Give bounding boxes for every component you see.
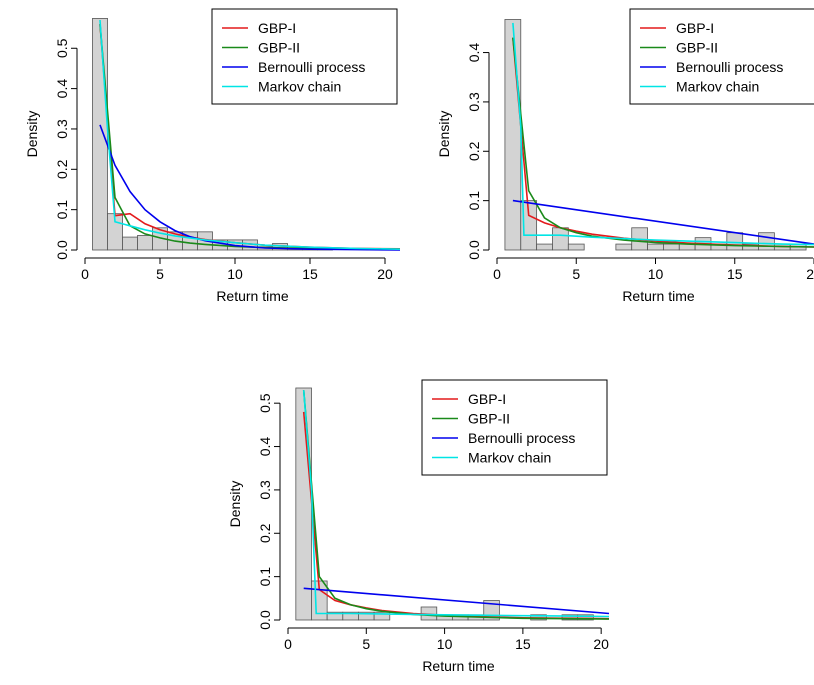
y-tick-label: 0.4	[54, 79, 70, 99]
x-tick-label: 10	[437, 636, 453, 652]
series-line-bernoulli-process	[512, 199, 814, 245]
x-tick-label: 20	[806, 266, 814, 282]
histogram-bar	[504, 19, 522, 251]
histogram-bar	[137, 235, 153, 251]
y-axis-label: Density	[24, 111, 40, 158]
histogram-bar	[726, 232, 744, 251]
x-axis-label: Return time	[216, 288, 289, 304]
y-tick-label: 0.3	[54, 119, 70, 139]
y-tick-label: 0.1	[466, 191, 482, 211]
x-tick-label: 5	[156, 266, 164, 282]
y-axis-label: Density	[436, 111, 452, 158]
y-tick-label: 0.5	[257, 393, 273, 413]
legend-entry: GBP-I	[676, 20, 714, 36]
histogram-bar	[295, 387, 312, 621]
histogram-bar	[577, 614, 594, 621]
legend-entry: Markov chain	[676, 79, 759, 95]
legend-entry: GBP-I	[468, 391, 506, 407]
x-tick-label: 10	[227, 266, 243, 282]
series-line-markov-chain	[99, 19, 401, 250]
legend-entry: Bernoulli process	[468, 430, 575, 446]
legend-entry: GBP-I	[258, 20, 296, 36]
x-tick-label: 5	[572, 266, 580, 282]
x-tick-label: 15	[302, 266, 318, 282]
x-tick-label: 0	[284, 636, 292, 652]
histogram-bar	[758, 232, 775, 251]
x-tick-label: 20	[377, 266, 393, 282]
series-line-markov-chain	[302, 390, 610, 618]
legend-entry: GBP-II	[258, 40, 300, 56]
histogram-bar	[536, 243, 553, 251]
legend-entry: Markov chain	[468, 450, 551, 466]
histogram-bar	[122, 236, 138, 251]
legend-entry: Bernoulli process	[258, 59, 365, 75]
y-tick-label: 0.2	[466, 141, 482, 161]
y-tick-label: 0.5	[54, 38, 70, 58]
y-tick-label: 0.3	[257, 480, 273, 500]
x-tick-label: 15	[515, 636, 531, 652]
y-tick-label: 0.4	[257, 437, 273, 457]
legend-entry: GBP-II	[676, 40, 718, 56]
x-axis-label: Return time	[622, 288, 695, 304]
chart-panel-top-right: 0 5 10 15 20 Return time 0.0 0.1 0.2 0.3 0.4 Densit…	[436, 8, 814, 304]
series-line-bernoulli-process	[303, 587, 610, 615]
histogram-bar	[663, 243, 680, 251]
series-line-gbp-ii	[302, 390, 610, 620]
x-tick-label: 0	[81, 266, 89, 282]
legend-box	[629, 8, 814, 105]
histogram-bar	[552, 227, 569, 251]
histogram-bar	[373, 611, 391, 621]
x-tick-label: 15	[727, 266, 743, 282]
legend-entry: GBP-II	[468, 411, 510, 427]
x-axis-label: Return time	[422, 658, 495, 674]
y-tick-label: 0.0	[54, 240, 70, 260]
chart-panel-bottom: 0 5 10 15 20 Return time 0.0 0.1 0.2 0.3 0.4 0.5 Den…	[227, 379, 610, 674]
y-tick-label: 0.2	[257, 523, 273, 543]
legend-box	[421, 379, 608, 476]
chart-panel-top-left: 0 5 10 15 20 Return time 0.0 0.1 0.2 0.3 0.4 0.5 Den…	[24, 8, 401, 304]
series-line-markov-chain	[512, 22, 814, 246]
x-tick-label: 0	[493, 266, 501, 282]
histogram-bar	[92, 18, 108, 251]
histogram-bar	[520, 200, 538, 251]
legend-entry: Bernoulli process	[676, 59, 783, 75]
y-tick-label: 0.4	[466, 43, 482, 63]
x-tick-label: 20	[593, 636, 609, 652]
x-tick-label: 10	[648, 266, 664, 282]
histogram-bar	[647, 243, 664, 251]
y-tick-label: 0.0	[257, 610, 273, 630]
y-tick-label: 0.1	[257, 567, 273, 587]
series-line-bernoulli-process	[99, 124, 401, 251]
y-tick-label: 0.3	[466, 92, 482, 112]
histogram-bar	[567, 243, 585, 251]
histogram-bar	[615, 243, 633, 251]
y-tick-label: 0.2	[54, 159, 70, 179]
legend-entry: Markov chain	[258, 79, 341, 95]
y-axis-label: Density	[227, 481, 243, 528]
y-tick-label: 0.1	[54, 200, 70, 220]
legend-box	[211, 8, 398, 105]
x-tick-label: 5	[362, 636, 370, 652]
y-tick-label: 0.0	[466, 240, 482, 260]
